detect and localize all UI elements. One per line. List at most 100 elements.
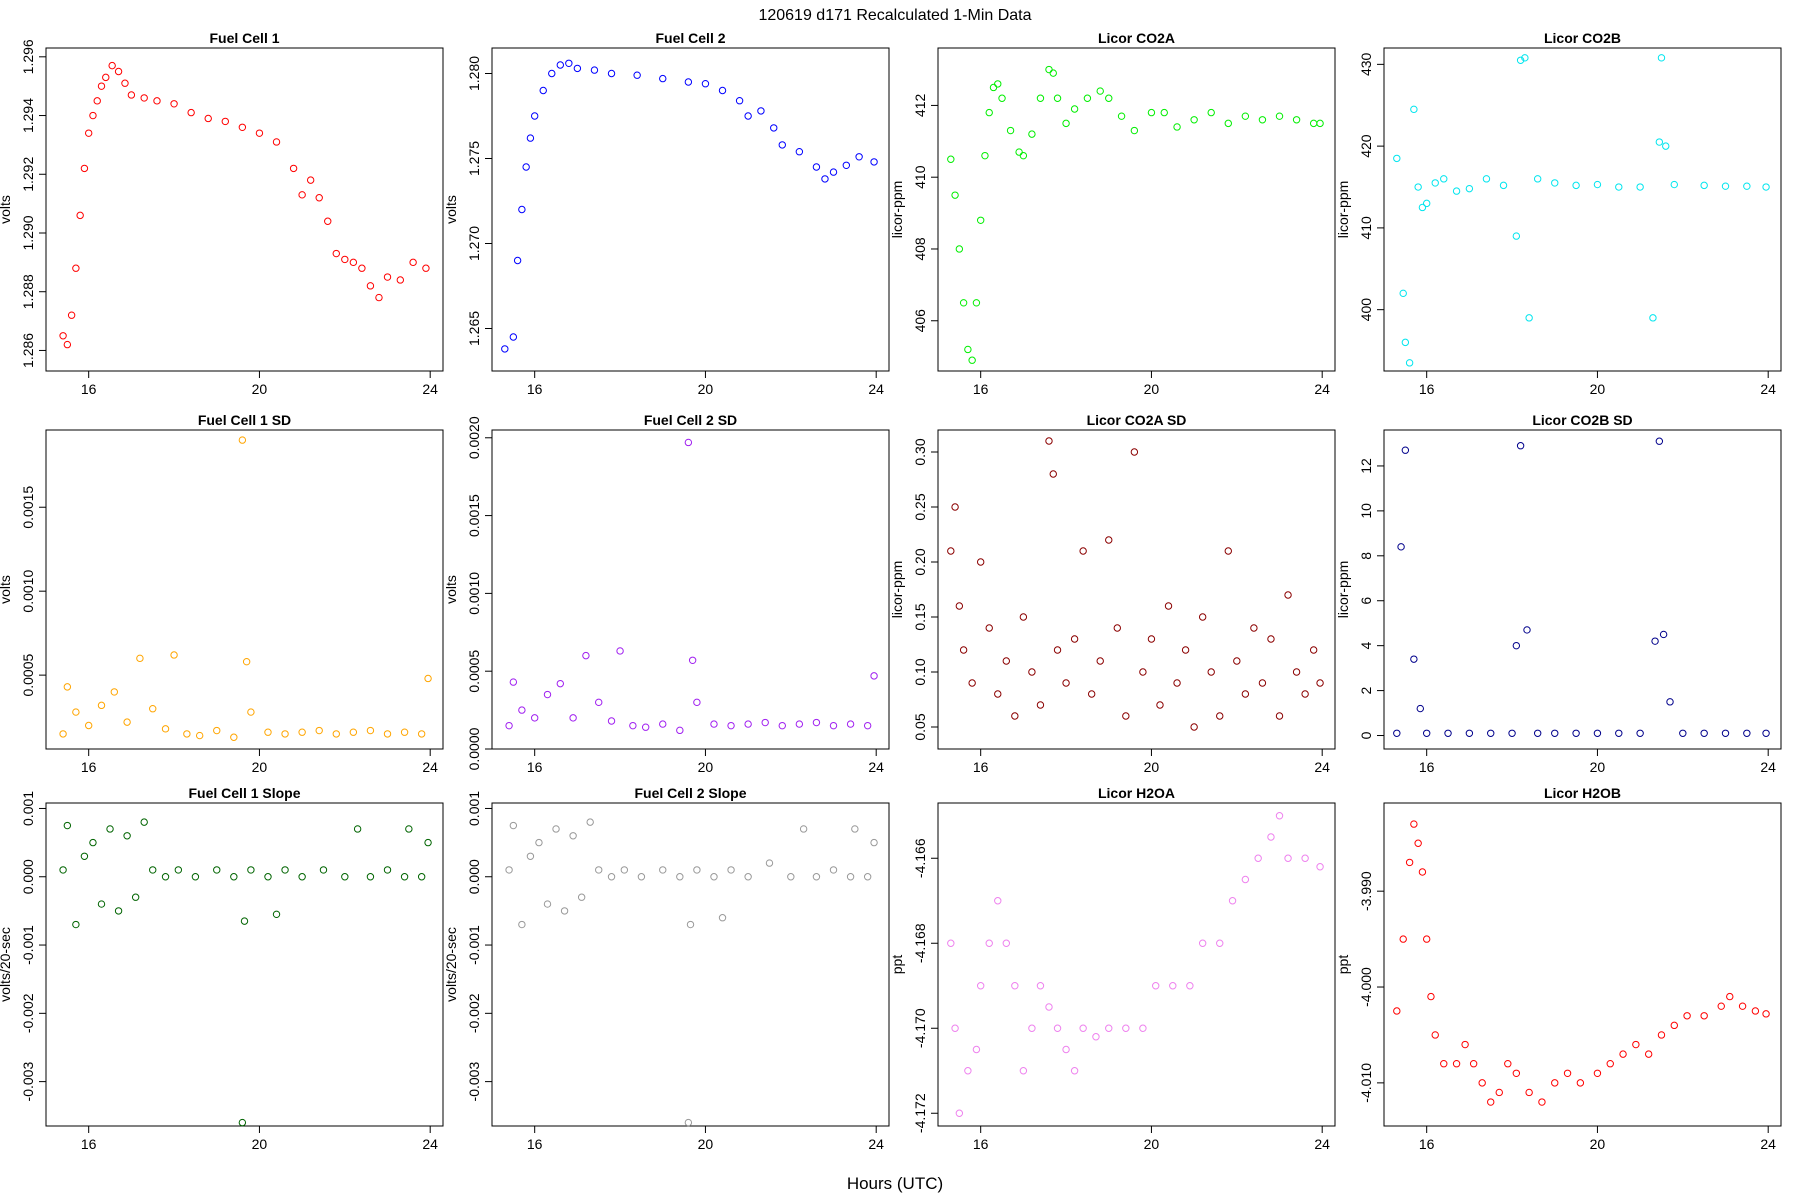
data-point <box>1551 1079 1559 1087</box>
panel-title: Fuel Cell 2 <box>655 30 725 46</box>
data-point <box>518 920 526 929</box>
data-point <box>238 123 247 131</box>
data-point <box>573 64 582 73</box>
data-point <box>539 86 547 95</box>
x-tick-label: 20 <box>1144 1136 1160 1152</box>
data-point <box>1410 820 1418 828</box>
data-point <box>518 205 526 214</box>
data-point <box>97 701 106 710</box>
data-point <box>1452 1060 1461 1068</box>
data-point <box>424 674 432 683</box>
y-tick-label: 0.30 <box>912 438 928 465</box>
data-point <box>1267 833 1275 841</box>
plot-frame <box>45 429 444 750</box>
data-point <box>744 720 752 728</box>
data-point <box>102 73 110 82</box>
panel-title: Fuel Cell 2 SD <box>644 412 737 428</box>
y-axis-label: volts <box>0 195 13 224</box>
data-point <box>1615 729 1623 737</box>
data-point <box>556 61 565 69</box>
data-point <box>1070 105 1079 113</box>
data-point <box>1393 154 1401 163</box>
data-point <box>1092 1033 1100 1041</box>
plot-frame <box>491 802 890 1127</box>
data-point <box>1533 729 1542 737</box>
data-point <box>829 866 838 874</box>
data-point <box>1105 94 1113 102</box>
y-tick-label: 1.294 <box>20 98 36 133</box>
data-point <box>366 873 375 881</box>
data-point <box>1152 982 1160 990</box>
data-point <box>509 333 518 341</box>
y-axis-label: volts <box>443 575 459 604</box>
x-tick-label: 16 <box>527 381 543 397</box>
data-point <box>1122 1024 1130 1032</box>
chart-panel: Fuel Cell 1 SD volts 16 20 24 0.0005 0.0010 0.0… <box>0 412 444 775</box>
data-point <box>1469 1060 1478 1068</box>
data-point <box>1717 1002 1725 1010</box>
data-point <box>1316 863 1324 871</box>
data-point <box>1563 1069 1572 1077</box>
data-point <box>375 293 383 302</box>
x-tick-label: 20 <box>252 759 268 775</box>
data-point <box>1399 935 1407 943</box>
data-point <box>123 832 131 840</box>
data-point <box>951 191 959 199</box>
data-point <box>1743 729 1751 737</box>
data-point <box>1410 655 1418 663</box>
data-point <box>1551 729 1559 737</box>
data-point <box>1292 116 1301 124</box>
data-point <box>84 721 93 730</box>
data-point <box>641 723 650 731</box>
data-point <box>1700 1012 1708 1020</box>
data-point <box>1738 1002 1747 1010</box>
y-axis-label: licor-ppm <box>1335 561 1351 619</box>
chart-panel: Fuel Cell 2 volts 16 20 24 1.265 1.270 1.275 1.2… <box>443 30 890 397</box>
y-tick-label: 410 <box>1358 216 1374 240</box>
data-point <box>501 345 509 353</box>
data-point <box>131 893 140 901</box>
data-point <box>1422 729 1431 737</box>
data-point <box>1487 1098 1495 1106</box>
y-tick-label: 420 <box>1358 134 1374 158</box>
data-point <box>1572 181 1580 190</box>
data-point <box>1049 470 1057 478</box>
data-point <box>1241 875 1250 884</box>
data-point <box>1444 729 1452 737</box>
data-point <box>812 873 821 881</box>
data-point <box>1130 126 1139 135</box>
y-tick-label: 1.296 <box>20 39 36 74</box>
data-point <box>1105 536 1113 544</box>
data-point <box>306 176 315 184</box>
data-point <box>1593 180 1602 189</box>
data-point <box>629 721 637 730</box>
data-point <box>247 708 255 716</box>
data-point <box>955 1109 964 1117</box>
data-point <box>358 264 366 272</box>
y-tick-label: 8 <box>1358 552 1374 560</box>
data-point <box>530 714 539 722</box>
x-tick-label: 24 <box>1314 759 1330 775</box>
data-point <box>1117 112 1126 120</box>
data-point <box>994 690 1002 698</box>
y-tick-label: 0.0000 <box>466 727 482 770</box>
data-point <box>417 730 426 738</box>
data-point <box>684 78 693 86</box>
y-tick-label: 0.0020 <box>466 416 482 459</box>
data-point <box>659 720 667 728</box>
data-point <box>1465 729 1474 737</box>
panel-title: Licor H2OA <box>1098 785 1175 801</box>
y-tick-label: 410 <box>912 165 928 189</box>
data-point <box>981 151 989 160</box>
data-point <box>795 720 804 728</box>
x-tick-label: 16 <box>527 1136 543 1152</box>
data-point <box>535 838 543 847</box>
data-point <box>1254 854 1262 862</box>
data-point <box>1070 635 1079 643</box>
data-point <box>1181 646 1190 654</box>
data-point <box>972 1045 981 1054</box>
data-point <box>1657 54 1666 62</box>
data-point <box>1414 183 1422 191</box>
data-point <box>505 721 513 730</box>
data-point <box>298 728 306 736</box>
